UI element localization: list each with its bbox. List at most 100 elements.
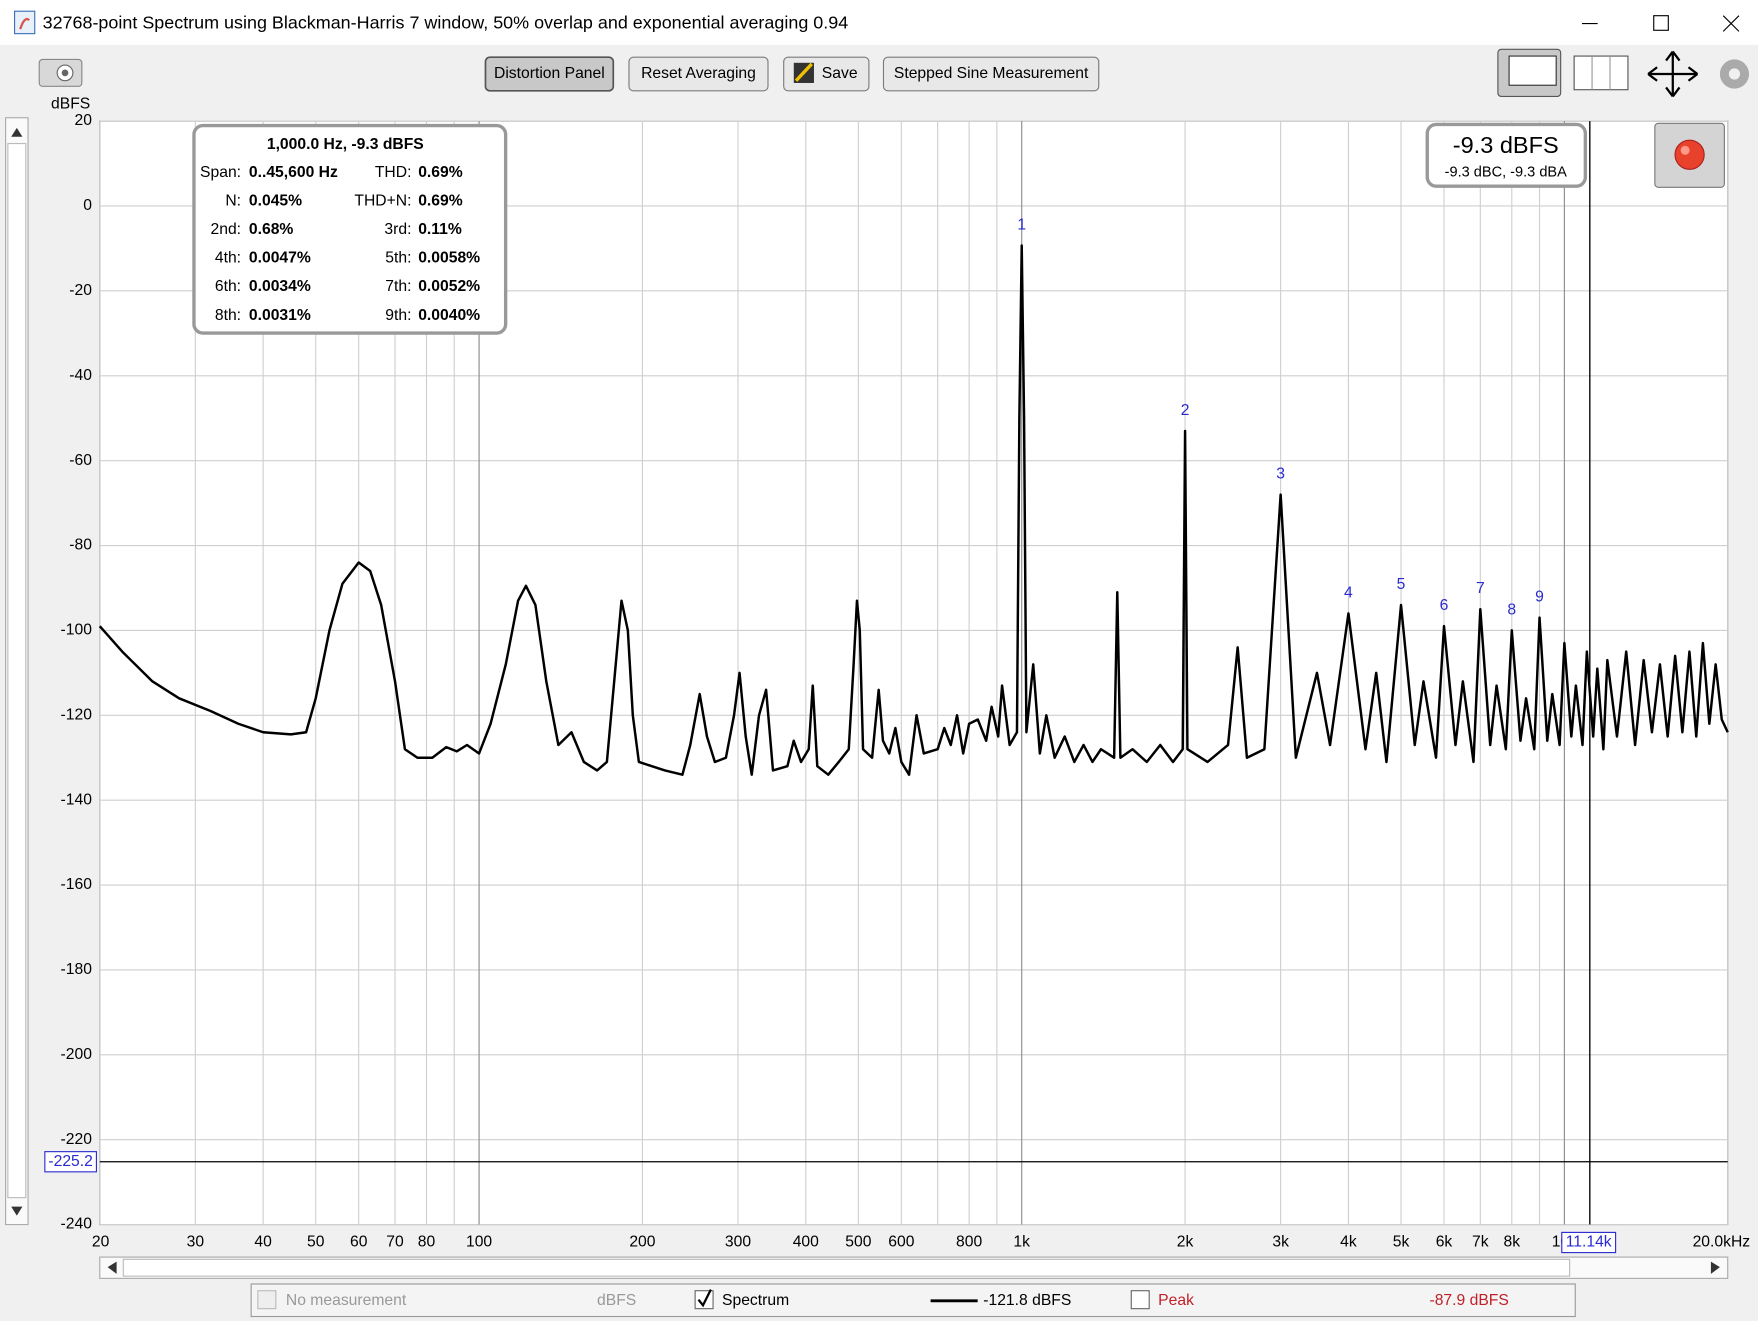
x-tick-label: 7k xyxy=(1472,1234,1489,1251)
layout-button[interactable] xyxy=(1497,48,1562,98)
harmonic-marker: 7 xyxy=(1476,580,1485,597)
app-icon xyxy=(14,10,36,35)
stat-value: 0.11% xyxy=(418,221,462,238)
title-bar xyxy=(0,0,1758,45)
spectrum-line xyxy=(98,244,1729,776)
harmonic-marker: 5 xyxy=(1397,576,1406,593)
checkbox[interactable] xyxy=(694,1290,714,1310)
harmonic-marker: 1 xyxy=(1017,216,1026,233)
x-tick-label: 50 xyxy=(307,1234,325,1251)
harmonic-marker: 9 xyxy=(1535,589,1544,606)
settings-button[interactable] xyxy=(1719,59,1750,89)
cursor-label-box xyxy=(1561,1231,1617,1254)
legend-label: Spectrum xyxy=(722,1292,789,1309)
y-tick-label: -80 xyxy=(69,537,92,554)
close[interactable] xyxy=(1722,15,1740,32)
y-tick-label: -120 xyxy=(61,706,93,723)
level-main: -9.3 dBFS xyxy=(1453,132,1559,158)
stat-label: THD: xyxy=(375,164,412,181)
harmonic-marker: 2 xyxy=(1181,402,1190,419)
button[interactable]: Distortion Panel xyxy=(484,56,615,92)
x-tick-label: 600 xyxy=(888,1234,914,1251)
y-tick-label: -160 xyxy=(61,876,93,893)
harmonic-marker: 4 xyxy=(1344,584,1353,601)
stat-value: 0.69% xyxy=(418,192,463,209)
stat-label: 7th: xyxy=(385,278,411,295)
x-tick-label: 4k xyxy=(1340,1234,1357,1251)
cursor-y-label: -225.2 xyxy=(48,1153,92,1170)
stat-label: 3rd: xyxy=(384,221,411,238)
y-unit: dBFS xyxy=(51,95,90,112)
stat-value: 0.045% xyxy=(249,192,302,209)
y-tick-label: -40 xyxy=(69,367,92,384)
camera-button[interactable] xyxy=(38,58,83,87)
stat-value: 0.0031% xyxy=(249,307,311,324)
x-tick-label: 2k xyxy=(1177,1234,1194,1251)
distortion-panel xyxy=(192,123,508,335)
y-tick-label: -60 xyxy=(69,452,92,469)
button[interactable]: Save xyxy=(783,56,870,92)
checkbox[interactable] xyxy=(257,1290,277,1310)
record-button[interactable] xyxy=(1654,122,1725,188)
level-sub: -9.3 dBC, -9.3 dBA xyxy=(1445,165,1567,181)
stat-value: 0.0040% xyxy=(418,307,480,324)
x-tick-label: 8k xyxy=(1503,1234,1520,1251)
zoom-button[interactable] xyxy=(1647,50,1699,98)
stat-label: 2nd: xyxy=(211,221,242,238)
window-title: 32768-point Spectrum using Blackman-Harr… xyxy=(43,12,849,32)
x-tick-label: 100 xyxy=(466,1234,492,1251)
x-tick-label: 20 xyxy=(92,1234,110,1251)
y-tick-label: -100 xyxy=(61,622,93,639)
button[interactable]: Reset Averaging xyxy=(628,56,769,92)
stat-value: 0.69% xyxy=(418,164,463,181)
legend-label: Peak xyxy=(1158,1292,1194,1309)
x-tick-label: 400 xyxy=(793,1234,819,1251)
x-tick-label: 20.0kHz xyxy=(1693,1234,1751,1251)
harmonic-marker: 3 xyxy=(1276,466,1285,483)
legend-unit: dBFS xyxy=(597,1292,636,1309)
cursor-label-box xyxy=(44,1151,97,1173)
button-label: Reset Averaging xyxy=(641,65,756,82)
button-label: Stepped Sine Measurement xyxy=(894,65,1089,82)
x-tick-label: 1k xyxy=(1013,1234,1030,1251)
stat-label: 8th: xyxy=(215,307,241,324)
stat-label: 5th: xyxy=(385,250,411,267)
legend-bar xyxy=(250,1283,1576,1318)
y-tick-label: -240 xyxy=(61,1216,93,1233)
stat-value: 0..45,600 Hz xyxy=(249,164,338,181)
checkbox[interactable] xyxy=(1130,1290,1150,1310)
x-tick-label: 60 xyxy=(350,1234,368,1251)
stat-value: 0.0047% xyxy=(249,250,311,267)
stat-value: 0.0034% xyxy=(249,278,311,295)
x-tick-label: 70 xyxy=(386,1234,404,1251)
x-tick-label: 30 xyxy=(187,1234,205,1251)
stat-label: 9th: xyxy=(385,307,411,324)
y-tick-label: -180 xyxy=(61,961,93,978)
horizontal-scrollbar[interactable] xyxy=(99,1256,1729,1279)
stat-value: 0.0052% xyxy=(418,278,480,295)
maximize[interactable] xyxy=(1653,15,1669,31)
cursor-x-label: 11.14k xyxy=(1566,1234,1612,1251)
stat-value: 0.68% xyxy=(249,221,294,238)
harmonic-marker: 8 xyxy=(1507,601,1516,618)
x-tick-label: 6k xyxy=(1436,1234,1453,1251)
panel-title: 1,000.0 Hz, -9.3 dBFS xyxy=(267,136,424,153)
y-tick-label: -220 xyxy=(61,1131,93,1148)
layout-button[interactable] xyxy=(1573,55,1629,91)
button[interactable]: Stepped Sine Measurement xyxy=(882,56,1100,92)
vertical-scrollbar[interactable] xyxy=(5,117,29,1226)
level-box xyxy=(1425,122,1588,188)
legend-reading: -87.9 dBFS xyxy=(1429,1292,1508,1309)
x-tick-label: 80 xyxy=(418,1234,436,1251)
stat-label: THD+N: xyxy=(354,192,411,209)
button-label: Save xyxy=(822,65,858,82)
y-tick-label: -140 xyxy=(61,791,93,808)
y-tick-label: -200 xyxy=(61,1046,93,1063)
stat-label: 6th: xyxy=(215,278,241,295)
y-tick-label: -20 xyxy=(69,282,92,299)
y-tick-label: 20 xyxy=(74,112,92,129)
x-tick-label: 40 xyxy=(254,1234,272,1251)
checkmark xyxy=(697,1289,712,1308)
